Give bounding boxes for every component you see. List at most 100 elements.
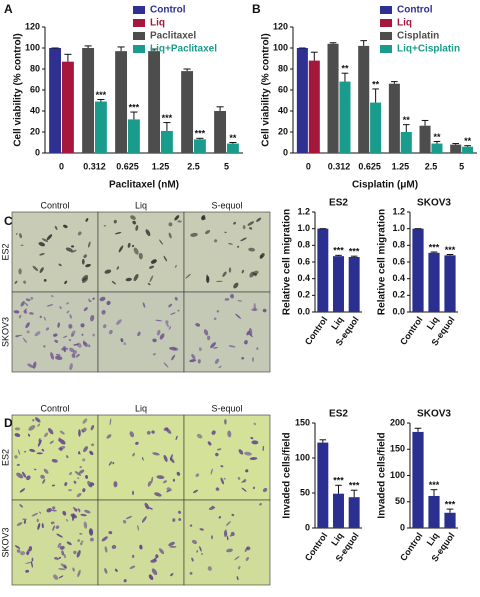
error-bar [183,68,191,72]
cell [37,522,41,531]
cell [214,358,220,364]
cell [51,458,58,463]
x-tick-label: 0.625 [358,161,381,171]
cell [92,297,95,300]
cell [251,357,254,362]
cell [108,531,113,535]
significance-label: *** [333,246,344,256]
cell [46,508,52,513]
cell [57,542,62,548]
cell [165,320,169,328]
significance-label: *** [445,499,456,509]
cell [77,231,82,236]
cell [252,486,256,490]
cell [210,468,213,475]
cell [49,440,54,444]
bar [148,51,161,153]
legend-label: Cisplatin [397,31,439,42]
cell [191,353,196,360]
cell [55,353,61,356]
cell [201,215,206,221]
cell [207,441,212,446]
cell [87,344,91,348]
cell [168,541,175,547]
cell [242,225,246,230]
cell [169,546,177,548]
micrograph [97,499,185,586]
cell [88,528,94,536]
significance-label: *** [129,102,140,112]
column-header: S-equol [211,403,242,413]
cell [216,309,220,313]
significance-label: *** [162,113,173,123]
bar [444,512,456,528]
cell [39,253,45,256]
cell [154,492,162,497]
bar [431,143,443,153]
cell [135,225,139,231]
cell [201,552,204,555]
cell [59,430,65,435]
cell [108,329,113,335]
cell [23,519,27,524]
y-tick-label: 40 [278,105,288,115]
cell [71,353,76,358]
cell [176,471,181,476]
micrograph [11,414,99,501]
cell [14,455,18,459]
cell [193,489,199,494]
cell [256,217,262,222]
cell [191,557,194,562]
cell [220,465,224,468]
y-axis-label: Cell viability (% control) [261,33,272,146]
cell [22,518,27,521]
y-tick-label: 80 [278,63,288,73]
cell [72,513,75,521]
x-tick-label: 1.25 [392,161,410,171]
cell [13,310,20,314]
bar [226,143,239,153]
bar [308,60,320,153]
cell [163,480,167,484]
cell [28,545,33,552]
cell [174,264,177,268]
cell [65,519,69,522]
legend-label: Liq [150,18,165,29]
cell [41,523,44,529]
cell [60,563,67,569]
bar [462,146,474,153]
error-bar [196,137,204,140]
cell [155,554,159,559]
bar [339,81,351,153]
bar [49,48,62,153]
significance-label: ** [433,132,441,142]
cell [150,476,154,484]
cell [28,425,36,431]
cell [66,310,70,314]
cell [120,338,124,343]
cell [69,472,72,476]
y-tick-label: 0.0 [392,306,405,316]
bar [193,139,206,153]
cell [29,312,34,315]
cell [73,343,79,346]
cell [63,335,68,338]
cell [114,231,122,235]
cell [244,340,248,345]
cell [80,542,83,546]
error-bar [414,427,422,432]
cell [114,568,118,572]
row-label: SKOV3 [0,317,10,347]
legend-label: Paclitaxel [150,31,196,42]
cell [170,346,177,351]
cell [245,556,249,562]
cell [50,295,54,297]
cell [80,323,85,328]
cell [141,457,144,461]
y-tick-label: 1.0 [297,223,310,233]
significance-label: *** [333,476,344,486]
cell [73,480,77,484]
cell [50,521,55,525]
cell [34,331,41,337]
cell [23,310,28,314]
